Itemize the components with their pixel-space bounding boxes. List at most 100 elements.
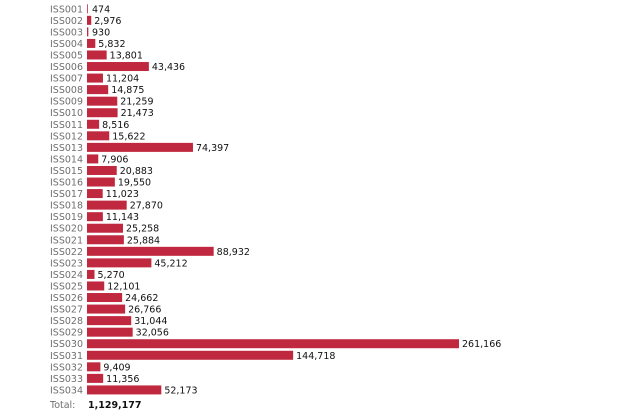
bar xyxy=(87,50,107,60)
category-label: ISS030 xyxy=(50,339,83,350)
bar xyxy=(87,235,124,245)
category-label: ISS027 xyxy=(50,305,83,316)
category-label: ISS007 xyxy=(50,74,83,85)
value-label: 25,884 xyxy=(127,235,160,246)
value-label: 21,473 xyxy=(121,108,154,119)
value-label: 26,766 xyxy=(128,305,161,316)
value-label: 261,166 xyxy=(462,339,501,350)
bar xyxy=(87,339,459,349)
category-label: ISS013 xyxy=(50,143,83,154)
category-label: ISS019 xyxy=(50,212,83,223)
category-label: ISS017 xyxy=(50,189,83,200)
bar xyxy=(87,38,96,48)
value-label: 21,259 xyxy=(120,97,153,108)
category-label: ISS033 xyxy=(50,374,83,385)
value-label: 13,801 xyxy=(110,50,143,61)
bar xyxy=(87,304,126,314)
value-label: 5,832 xyxy=(98,39,125,50)
value-label: 27,870 xyxy=(130,201,163,212)
category-label: ISS020 xyxy=(50,224,83,235)
value-label: 14,875 xyxy=(111,85,144,96)
value-label: 9,409 xyxy=(103,362,130,373)
category-label: ISS001 xyxy=(50,4,83,15)
value-label: 52,173 xyxy=(164,385,197,396)
category-label: ISS031 xyxy=(50,351,83,362)
value-label: 12,101 xyxy=(107,281,140,292)
bar xyxy=(87,4,88,14)
bar xyxy=(87,385,162,395)
value-label: 88,932 xyxy=(217,247,250,258)
value-label: 15,622 xyxy=(112,131,145,142)
category-label: ISS008 xyxy=(50,85,83,96)
value-label: 8,516 xyxy=(102,120,129,131)
category-label: ISS026 xyxy=(50,293,83,304)
bar xyxy=(87,200,127,210)
bar xyxy=(87,119,100,129)
category-label: ISS034 xyxy=(50,385,83,396)
category-label: ISS010 xyxy=(50,108,83,119)
value-label: 2,976 xyxy=(94,16,121,27)
category-label: ISS021 xyxy=(50,235,83,246)
category-label: ISS012 xyxy=(50,131,83,142)
value-label: 25,258 xyxy=(126,224,159,235)
bar xyxy=(87,27,89,37)
category-label: ISS006 xyxy=(50,62,83,73)
bar xyxy=(87,85,109,95)
category-label: ISS009 xyxy=(50,97,83,108)
category-label: ISS005 xyxy=(50,50,83,61)
category-label: ISS003 xyxy=(50,27,83,38)
bar xyxy=(87,15,92,25)
category-label: ISS011 xyxy=(50,120,83,131)
category-label: ISS032 xyxy=(50,362,83,373)
bar xyxy=(87,350,294,360)
bar xyxy=(87,212,103,222)
value-label: 11,023 xyxy=(106,189,139,200)
category-label: ISS023 xyxy=(50,258,83,269)
value-label: 144,718 xyxy=(296,351,335,362)
bar xyxy=(87,165,117,175)
bar xyxy=(87,223,123,233)
value-label: 5,270 xyxy=(98,270,125,281)
value-label: 31,044 xyxy=(134,316,167,327)
value-label: 474 xyxy=(92,4,110,15)
bar xyxy=(87,142,193,152)
category-label: ISS024 xyxy=(50,270,83,281)
bar xyxy=(87,154,99,164)
bar xyxy=(87,293,123,303)
bar xyxy=(87,62,149,72)
category-label: ISS004 xyxy=(50,39,83,50)
value-label: 24,662 xyxy=(125,293,158,304)
bar xyxy=(87,373,104,383)
bar xyxy=(87,131,110,141)
value-label: 32,056 xyxy=(136,328,169,339)
value-label: 74,397 xyxy=(196,143,229,154)
category-label: ISS016 xyxy=(50,178,83,189)
bar xyxy=(87,177,115,187)
bar xyxy=(87,108,118,118)
bar xyxy=(87,246,214,256)
bar xyxy=(87,316,132,326)
bar xyxy=(87,269,95,279)
category-label: ISS022 xyxy=(50,247,83,258)
bar xyxy=(87,362,101,372)
bar xyxy=(87,258,152,268)
value-label: 19,550 xyxy=(118,178,151,189)
value-label: 930 xyxy=(92,27,110,38)
bar xyxy=(87,96,118,106)
category-label: ISS015 xyxy=(50,166,83,177)
value-label: 7,906 xyxy=(101,154,128,165)
chart-rows: ISS001 474 ISS002 2,976 ISS003 930 ISS004 5,832… xyxy=(50,4,501,396)
category-label: ISS028 xyxy=(50,316,83,327)
category-label: ISS018 xyxy=(50,201,83,212)
value-label: 11,356 xyxy=(106,374,139,385)
value-label: 43,436 xyxy=(152,62,185,73)
value-label: 11,143 xyxy=(106,212,139,223)
value-label: 45,212 xyxy=(154,258,187,269)
category-label: ISS002 xyxy=(50,16,83,27)
value-label: 11,204 xyxy=(106,74,139,85)
category-label: ISS029 xyxy=(50,328,83,339)
bar xyxy=(87,281,105,291)
bar xyxy=(87,327,133,337)
bar xyxy=(87,73,103,83)
